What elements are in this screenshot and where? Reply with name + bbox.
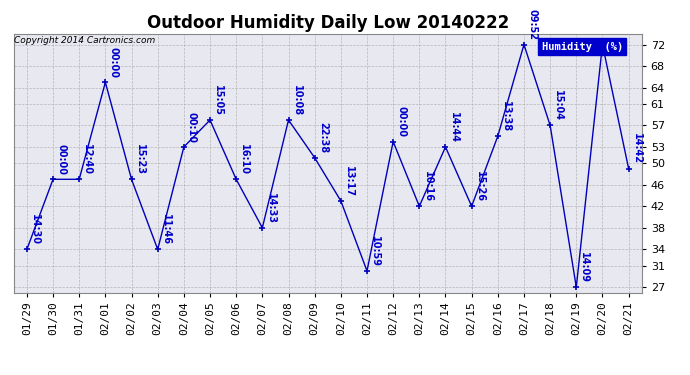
Text: 10:08: 10:08: [292, 85, 302, 116]
Text: 13:38: 13:38: [501, 101, 511, 132]
Title: Outdoor Humidity Daily Low 20140222: Outdoor Humidity Daily Low 20140222: [147, 14, 509, 32]
Text: 22:38: 22:38: [318, 122, 328, 153]
Text: 10:16: 10:16: [422, 171, 433, 202]
Text: 00:00: 00:00: [396, 106, 406, 137]
Text: 09:52: 09:52: [527, 9, 537, 40]
Text: 00:00: 00:00: [108, 47, 119, 78]
Text: 12:40: 12:40: [82, 144, 92, 175]
Text: 14:30: 14:30: [30, 214, 40, 245]
Text: 11:46: 11:46: [161, 214, 171, 245]
Text: 15:04: 15:04: [553, 90, 563, 121]
Text: 13:17: 13:17: [344, 165, 354, 196]
Text: 14:09: 14:09: [580, 252, 589, 283]
Text: 00:00: 00:00: [56, 144, 66, 175]
Text: 15:23: 15:23: [135, 144, 145, 175]
Text: 15:26: 15:26: [475, 171, 485, 202]
Text: 14:33: 14:33: [266, 192, 275, 224]
Text: 16:10: 16:10: [239, 144, 249, 175]
Text: 14:44: 14:44: [448, 112, 459, 142]
Text: 15:05: 15:05: [213, 85, 223, 116]
Text: 00:10: 00:10: [187, 112, 197, 142]
Text: 14:42: 14:42: [632, 133, 642, 164]
Text: 10:59: 10:59: [370, 236, 380, 267]
Text: Copyright 2014 Cartronics.com: Copyright 2014 Cartronics.com: [14, 36, 155, 45]
Text: Humidity  (%): Humidity (%): [542, 42, 623, 51]
